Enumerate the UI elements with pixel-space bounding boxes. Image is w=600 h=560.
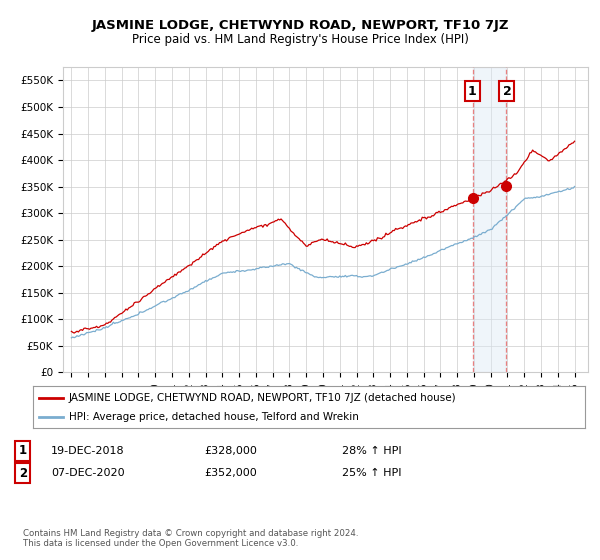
Text: £328,000: £328,000 <box>204 446 257 456</box>
Text: 25% ↑ HPI: 25% ↑ HPI <box>342 468 401 478</box>
Text: 19-DEC-2018: 19-DEC-2018 <box>51 446 125 456</box>
Text: 1: 1 <box>19 444 27 458</box>
Text: 1: 1 <box>468 85 477 97</box>
Text: Price paid vs. HM Land Registry's House Price Index (HPI): Price paid vs. HM Land Registry's House … <box>131 32 469 46</box>
Text: JASMINE LODGE, CHETWYND ROAD, NEWPORT, TF10 7JZ: JASMINE LODGE, CHETWYND ROAD, NEWPORT, T… <box>91 18 509 32</box>
Text: £352,000: £352,000 <box>204 468 257 478</box>
Text: 07-DEC-2020: 07-DEC-2020 <box>51 468 125 478</box>
Text: JASMINE LODGE, CHETWYND ROAD, NEWPORT, TF10 7JZ (detached house): JASMINE LODGE, CHETWYND ROAD, NEWPORT, T… <box>69 393 457 403</box>
Text: 2: 2 <box>19 466 27 480</box>
Text: 28% ↑ HPI: 28% ↑ HPI <box>342 446 401 456</box>
Text: HPI: Average price, detached house, Telford and Wrekin: HPI: Average price, detached house, Telf… <box>69 412 359 422</box>
Text: Contains HM Land Registry data © Crown copyright and database right 2024.
This d: Contains HM Land Registry data © Crown c… <box>23 529 358 548</box>
Bar <box>473 67 506 372</box>
Text: 2: 2 <box>503 85 511 97</box>
